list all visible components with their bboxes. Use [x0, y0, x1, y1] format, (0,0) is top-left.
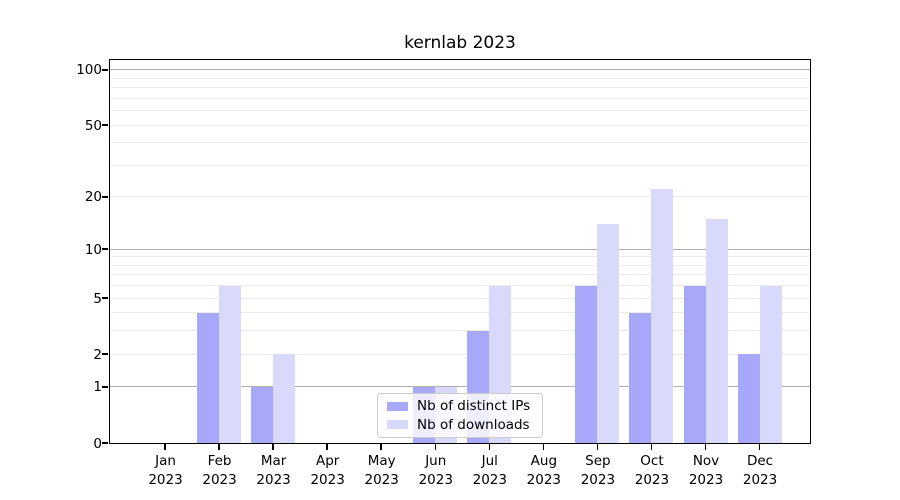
legend: Nb of distinct IPs Nb of downloads [377, 393, 543, 438]
x-tick-label: Jun 2023 [418, 453, 453, 488]
x-tick-label: Jan 2023 [148, 453, 183, 488]
y-tick-label: 20 [84, 189, 102, 206]
y-tick-label: 2 [93, 346, 102, 363]
x-tick-label: Feb 2023 [202, 453, 237, 488]
x-tick-label: Jul 2023 [472, 453, 507, 488]
x-tick-label: Sep 2023 [580, 453, 616, 488]
y-minor-gridline [109, 87, 810, 89]
y-tick-mark [101, 353, 108, 355]
y-tick-label: 100 [76, 62, 102, 79]
y-major-gridline [109, 386, 810, 388]
bar-distinct-ips [197, 312, 220, 443]
y-minor-gridline [109, 196, 810, 198]
legend-item-distinct-ips: Nb of distinct IPs [387, 398, 533, 414]
x-tick-mark [650, 443, 653, 450]
bar-downloads [273, 354, 296, 443]
x-tick-label: May 2023 [364, 453, 399, 488]
y-tick-mark [101, 69, 108, 71]
x-tick-label: Oct 2023 [634, 453, 670, 488]
y-tick-mark [101, 124, 108, 126]
y-minor-gridline [109, 124, 810, 126]
x-tick-mark [326, 443, 328, 450]
y-major-gridline [109, 248, 810, 250]
y-minor-gridline [109, 142, 810, 144]
bar-downloads [219, 285, 242, 443]
x-tick-mark [704, 443, 707, 450]
x-tick-mark [488, 443, 491, 450]
y-minor-gridline [109, 285, 810, 287]
y-tick-mark [101, 386, 108, 388]
y-minor-gridline [109, 312, 810, 314]
x-tick-mark [380, 443, 382, 450]
bar-distinct-ips [251, 386, 274, 443]
bar-downloads [705, 218, 728, 443]
x-tick-mark [596, 443, 599, 450]
x-tick-mark [758, 443, 761, 450]
x-tick-label: Dec 2023 [742, 453, 778, 488]
x-tick-label: Nov 2023 [688, 453, 724, 488]
y-minor-gridline [109, 256, 810, 258]
bar-downloads [597, 224, 620, 443]
y-tick-label: 1 [93, 379, 102, 396]
y-tick-label: 5 [93, 290, 102, 307]
bar-distinct-ips [683, 285, 706, 443]
y-minor-gridline [109, 297, 810, 299]
y-tick-mark [101, 297, 108, 299]
y-tick-mark [101, 442, 108, 444]
plot-area [101, 58, 811, 450]
legend-swatch-downloads [387, 420, 408, 430]
bar-distinct-ips [737, 354, 760, 443]
y-tick-mark [101, 248, 108, 250]
bar-distinct-ips [629, 312, 652, 443]
y-minor-gridline [109, 353, 810, 355]
x-tick-mark [542, 443, 545, 450]
y-minor-gridline [109, 97, 810, 99]
x-tick-mark [218, 443, 220, 450]
y-major-gridline [109, 69, 810, 71]
y-minor-gridline [109, 330, 810, 332]
x-tick-label: Mar 2023 [256, 453, 291, 488]
y-minor-gridline [109, 264, 810, 266]
y-tick-label: 50 [84, 117, 102, 134]
y-tick-label: 10 [84, 241, 102, 258]
legend-item-downloads: Nb of downloads [387, 417, 533, 433]
legend-label-distinct-ips: Nb of distinct IPs [417, 398, 531, 415]
legend-swatch-distinct-ips [387, 401, 408, 411]
y-minor-gridline [109, 110, 810, 112]
x-tick-label: Aug 2023 [526, 453, 562, 488]
legend-label-downloads: Nb of downloads [417, 416, 530, 433]
bar-downloads [759, 285, 782, 443]
bar-downloads [651, 189, 674, 443]
chart-title: kernlab 2023 [404, 33, 516, 53]
y-minor-gridline [109, 77, 810, 79]
y-tick-label: 0 [93, 435, 102, 452]
x-tick-mark [434, 443, 436, 450]
y-minor-gridline [109, 164, 810, 166]
x-tick-mark [164, 443, 166, 450]
x-tick-label: Apr 2023 [310, 453, 345, 488]
y-minor-gridline [109, 274, 810, 276]
bar-distinct-ips [575, 285, 598, 443]
x-tick-mark [272, 443, 274, 450]
y-tick-mark [101, 196, 108, 198]
